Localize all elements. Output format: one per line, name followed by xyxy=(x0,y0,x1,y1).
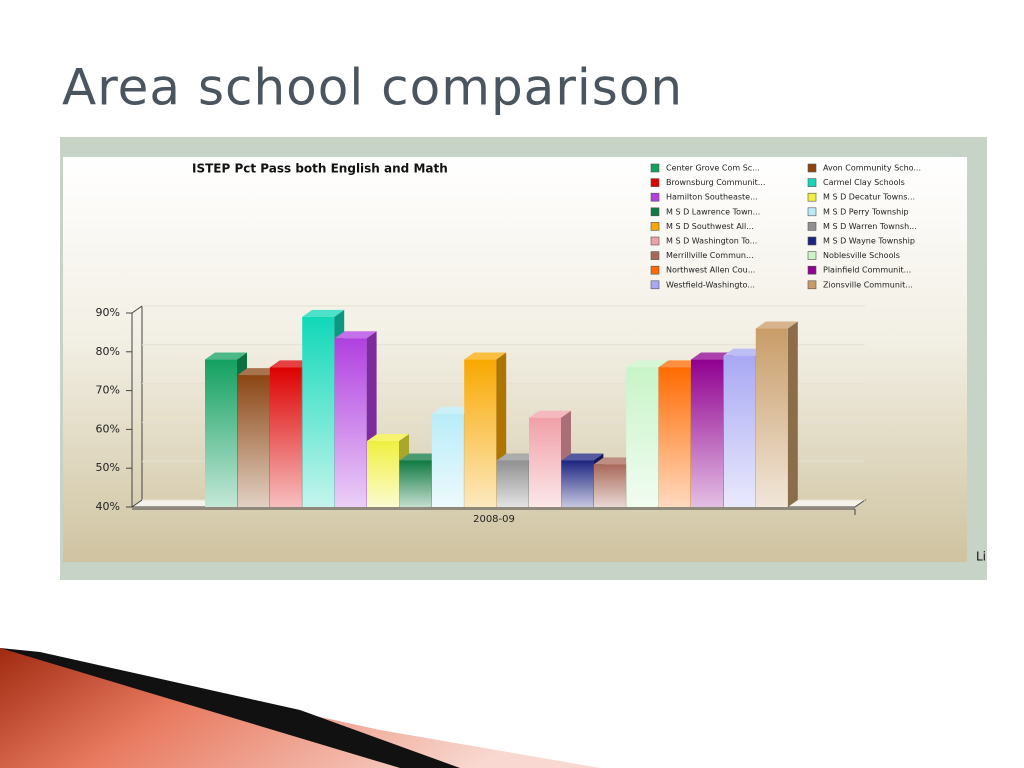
bar-top xyxy=(464,352,507,360)
bar-top xyxy=(755,321,798,329)
legend-label: M S D Warren Townsh... xyxy=(823,222,917,231)
bar-top xyxy=(431,406,474,414)
legend-label: Center Grove Com Sc... xyxy=(666,164,760,173)
legend-swatch xyxy=(807,207,817,217)
bar xyxy=(691,359,723,507)
legend-swatch xyxy=(650,236,660,246)
bar-top xyxy=(691,352,733,360)
legend-label: M S D Washington To... xyxy=(666,237,757,246)
note: Li xyxy=(976,550,986,564)
legend-label: Noblesville Schools xyxy=(823,251,900,260)
bar-top xyxy=(269,360,312,368)
bar xyxy=(205,359,237,507)
bar-top xyxy=(399,453,442,461)
bar xyxy=(529,417,561,507)
legend-swatch xyxy=(807,280,817,290)
legend-label: M S D Perry Township xyxy=(823,207,909,216)
bar xyxy=(302,316,335,507)
legend-label: Carmel Clay Schools xyxy=(823,178,905,187)
legend-label: Plainfield Communit... xyxy=(823,266,911,275)
legend-swatch xyxy=(650,222,660,231)
y-tick-label: 60% xyxy=(96,422,120,435)
y-tick-label: 80% xyxy=(96,345,120,358)
bar-top xyxy=(529,410,571,418)
bar xyxy=(399,460,432,507)
bar-top xyxy=(496,453,539,461)
bar-top xyxy=(237,368,280,376)
legend-swatch xyxy=(807,251,817,260)
bar xyxy=(464,359,497,507)
bar xyxy=(723,355,756,507)
legend-label: M S D Lawrence Town... xyxy=(666,207,760,216)
bar xyxy=(626,367,659,507)
legend-swatch xyxy=(650,178,660,187)
legend-label: M S D Wayne Township xyxy=(823,237,915,246)
bar-top xyxy=(205,352,247,360)
legend-swatch xyxy=(807,236,817,246)
bar-top xyxy=(593,457,636,465)
legend-swatch xyxy=(650,280,660,290)
bar xyxy=(269,367,302,507)
legend-label: Hamilton Southeaste... xyxy=(666,193,758,202)
bar xyxy=(367,441,399,507)
bar xyxy=(237,375,270,507)
legend-swatch xyxy=(650,163,660,173)
bar-top xyxy=(561,453,604,461)
legend-label: M S D Southwest All... xyxy=(666,222,754,231)
y-tick-label: 50% xyxy=(96,461,120,474)
bar xyxy=(593,464,626,507)
chart: 40% 50% 60% 70% 80% 90% Center Grove Com Sc...… xyxy=(96,164,921,526)
legend-swatch xyxy=(650,251,660,260)
chart-title: ISTEP Pct Pass both English and Math xyxy=(192,162,448,176)
bar-top xyxy=(302,309,345,317)
legend-swatch xyxy=(650,207,660,217)
bar xyxy=(658,367,691,507)
bar xyxy=(561,460,594,507)
bar-top xyxy=(334,331,377,339)
decoration xyxy=(0,648,600,768)
bar-top xyxy=(723,348,766,356)
legend-swatch xyxy=(807,178,817,187)
legend-label: Westfield-Washingto... xyxy=(666,280,755,289)
bar-top xyxy=(658,360,701,368)
legend-swatch xyxy=(807,222,817,231)
legend-swatch xyxy=(650,265,660,275)
legend-label: Zionsville Communit... xyxy=(823,280,913,289)
bar xyxy=(755,328,788,507)
legend-swatch xyxy=(650,192,660,202)
legend-label: M S D Decatur Towns... xyxy=(823,193,915,202)
bar xyxy=(431,413,464,507)
legend-label: Avon Community Scho... xyxy=(823,164,921,173)
axis-corner xyxy=(131,305,143,314)
y-tick-label: 70% xyxy=(96,384,120,397)
bar-top xyxy=(367,434,409,442)
decoration xyxy=(0,648,460,768)
bar xyxy=(496,460,529,507)
legend-label: Merrillville Commun... xyxy=(666,251,754,260)
bar-side xyxy=(787,321,798,507)
x-tick-label: 2008-09 xyxy=(473,514,515,525)
legend-swatch xyxy=(807,265,817,275)
bar xyxy=(334,338,367,507)
bar-top xyxy=(626,360,669,368)
legend-swatch xyxy=(807,163,817,173)
legend-swatch xyxy=(807,192,817,202)
y-tick-label: 40% xyxy=(96,500,120,513)
legend-label: Northwest Allen Cou... xyxy=(666,266,755,275)
slide-title: Area school comparison xyxy=(62,59,683,117)
y-tick-label: 90% xyxy=(96,306,120,319)
legend-label: Brownsburg Communit... xyxy=(666,178,765,187)
